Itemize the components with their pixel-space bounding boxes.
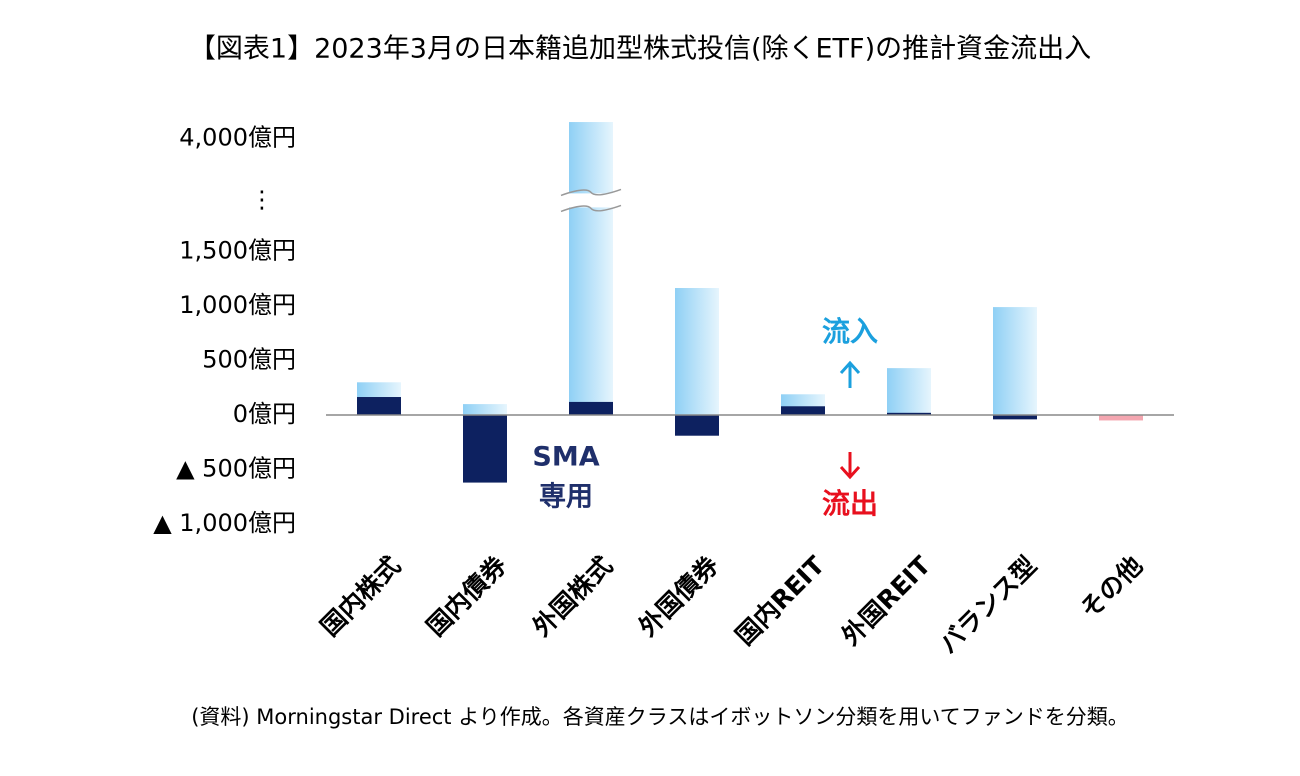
x-tick-label: 国内債券	[421, 550, 513, 642]
x-tick-label: 国内株式	[315, 551, 406, 642]
bar	[463, 415, 507, 483]
outflow-label: 流出	[822, 487, 878, 520]
bar	[993, 415, 1037, 420]
y-tick-label: 500億円	[202, 346, 296, 374]
source-note: (資料) Morningstar Direct より作成。各資産クラスはイボット…	[191, 705, 1129, 729]
y-tick-label: 1,000億円	[179, 291, 296, 319]
axis-break-wave	[560, 188, 622, 197]
axis-break-label: ⋮	[250, 185, 274, 213]
bar	[993, 307, 1037, 415]
x-tick-label: その他	[1075, 551, 1149, 625]
bar	[357, 397, 401, 415]
x-tick-label: 外国債券	[633, 550, 725, 642]
bar	[569, 401, 613, 415]
axis-break-gap	[563, 193, 619, 208]
x-tick-label: 外国株式	[527, 551, 618, 642]
outflow-arrow	[839, 452, 861, 480]
inflow-label: 流入	[822, 315, 878, 348]
sma-label: 専用	[539, 482, 593, 513]
sma-label: SMA	[532, 442, 599, 473]
y-tick-label: 0億円	[233, 400, 296, 428]
bar	[675, 288, 719, 415]
chart-title: 【図表1】2023年3月の日本籍追加型株式投信(除くETF)の推計資金流出入	[189, 34, 1091, 65]
bar	[569, 122, 613, 416]
y-tick-label: ▲ 500億円	[176, 455, 296, 483]
y-tick-label: 1,500億円	[179, 237, 296, 265]
bar	[463, 404, 507, 415]
axis-break-wave	[560, 204, 622, 213]
x-tick-label: バランス型	[934, 551, 1043, 660]
x-tick-label: 外国REIT	[836, 551, 936, 651]
y-tick-label: ▲ 1,000億円	[153, 509, 296, 537]
x-tick-label: 国内REIT	[730, 551, 830, 651]
bar	[887, 368, 931, 415]
bar	[1099, 415, 1143, 421]
bar	[887, 412, 931, 415]
inflow-arrow	[839, 360, 861, 388]
bar	[675, 415, 719, 436]
bar	[781, 406, 825, 415]
y-tick-label: 4,000億円	[179, 123, 296, 151]
